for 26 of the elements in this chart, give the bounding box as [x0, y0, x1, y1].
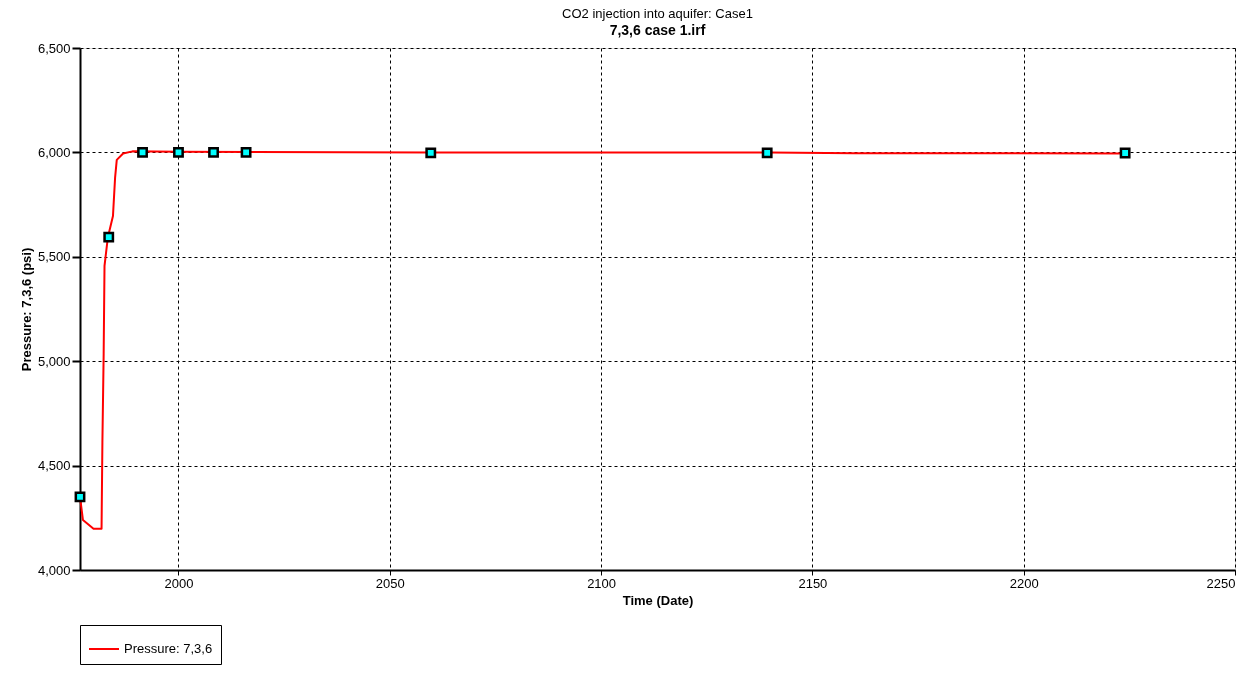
- point: [1119, 147, 1131, 159]
- chart-title: CO2 injection into aquifer: Case1: [562, 6, 753, 21]
- y-tick-label: 6,500: [37, 40, 71, 56]
- point: [240, 146, 252, 158]
- x-tick-label: 2200: [1009, 575, 1039, 591]
- point: [208, 146, 219, 158]
- x-tick-label: 2050: [375, 575, 405, 591]
- x-tick-label: 2150: [798, 575, 828, 591]
- y-tick-label: 4,500: [37, 458, 71, 474]
- y-tick-label: 6,000: [37, 144, 71, 160]
- x-tick-label: 2250: [1206, 575, 1236, 591]
- point: [761, 147, 773, 159]
- y-axis-title: Pressure: 7,3,6 (psi): [18, 247, 34, 372]
- point: [425, 147, 437, 159]
- point: [74, 491, 86, 503]
- point: [173, 146, 184, 158]
- point: [103, 231, 115, 243]
- x-axis-title: Time (Date): [622, 592, 694, 608]
- x-tick-label: 2100: [587, 575, 617, 591]
- chart-subtitle: 7,3,6 case 1.irf: [609, 22, 706, 38]
- legend-label: Pressure: 7,3,6: [124, 641, 213, 656]
- y-tick-label: 4,000: [37, 562, 71, 578]
- y-tick-label: 5,500: [37, 249, 71, 265]
- x-tick-label: 2000: [164, 575, 194, 591]
- y-tick-label: 5,000: [37, 353, 71, 369]
- point: [137, 146, 148, 158]
